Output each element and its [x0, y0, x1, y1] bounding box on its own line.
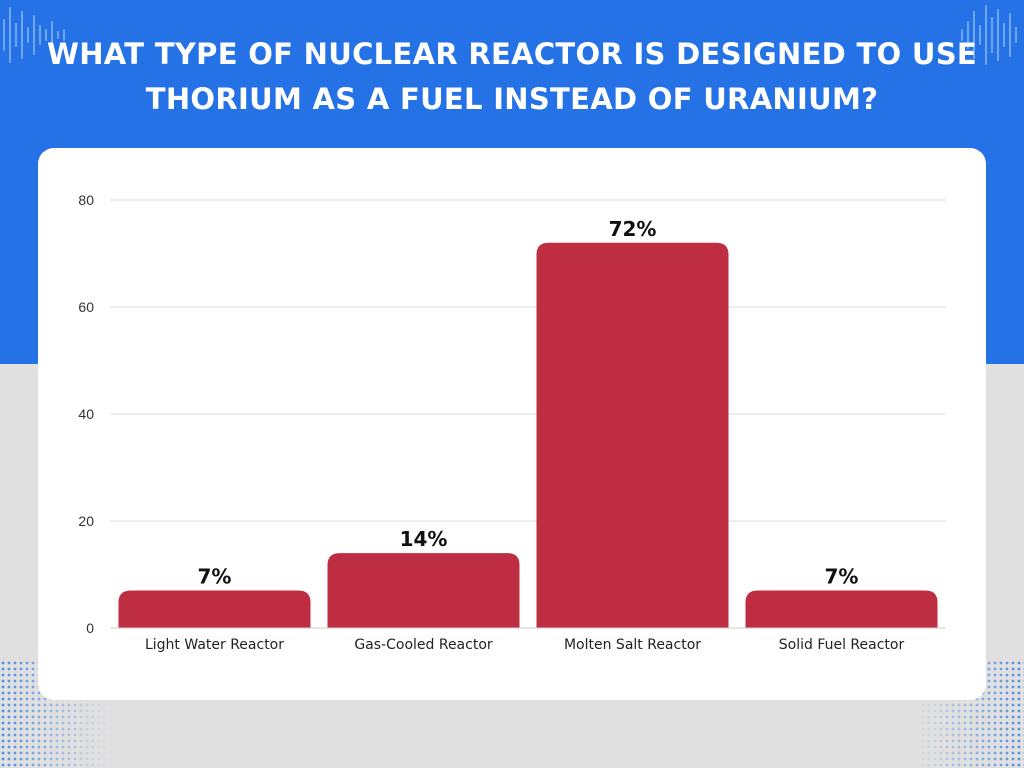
y-tick-label: 40 [78, 406, 94, 422]
bar-3 [536, 242, 729, 629]
x-tick-label: Molten Salt Reactor [564, 637, 701, 653]
y-tick-label: 0 [86, 620, 94, 636]
x-tick-label: Solid Fuel Reactor [779, 637, 905, 653]
y-tick-label: 60 [78, 299, 94, 315]
y-tick-label: 20 [78, 513, 94, 529]
x-tick-label: Gas-Cooled Reactor [354, 637, 493, 653]
sound-wave-left-icon [3, 7, 65, 63]
x-tick-label: Light Water Reactor [145, 637, 284, 653]
data-label: 72% [609, 217, 657, 241]
chart-card: 0 20 40 60 80 7% Light Water Reactor 14% Gas-Coo… [38, 148, 986, 700]
data-label: 7% [825, 565, 859, 589]
page-title: WHAT TYPE OF NUCLEAR REACTOR IS DESIGNED… [46, 37, 978, 116]
bar-1 [118, 590, 311, 628]
data-label: 7% [198, 565, 232, 589]
sound-wave-right-icon [961, 5, 1017, 65]
bar-4 [745, 590, 938, 628]
y-tick-label: 80 [78, 192, 94, 208]
bar-chart: 0 20 40 60 80 7% Light Water Reactor 14% Gas-Coo… [78, 192, 946, 653]
bar-2 [327, 553, 520, 628]
data-label: 14% [400, 527, 448, 551]
